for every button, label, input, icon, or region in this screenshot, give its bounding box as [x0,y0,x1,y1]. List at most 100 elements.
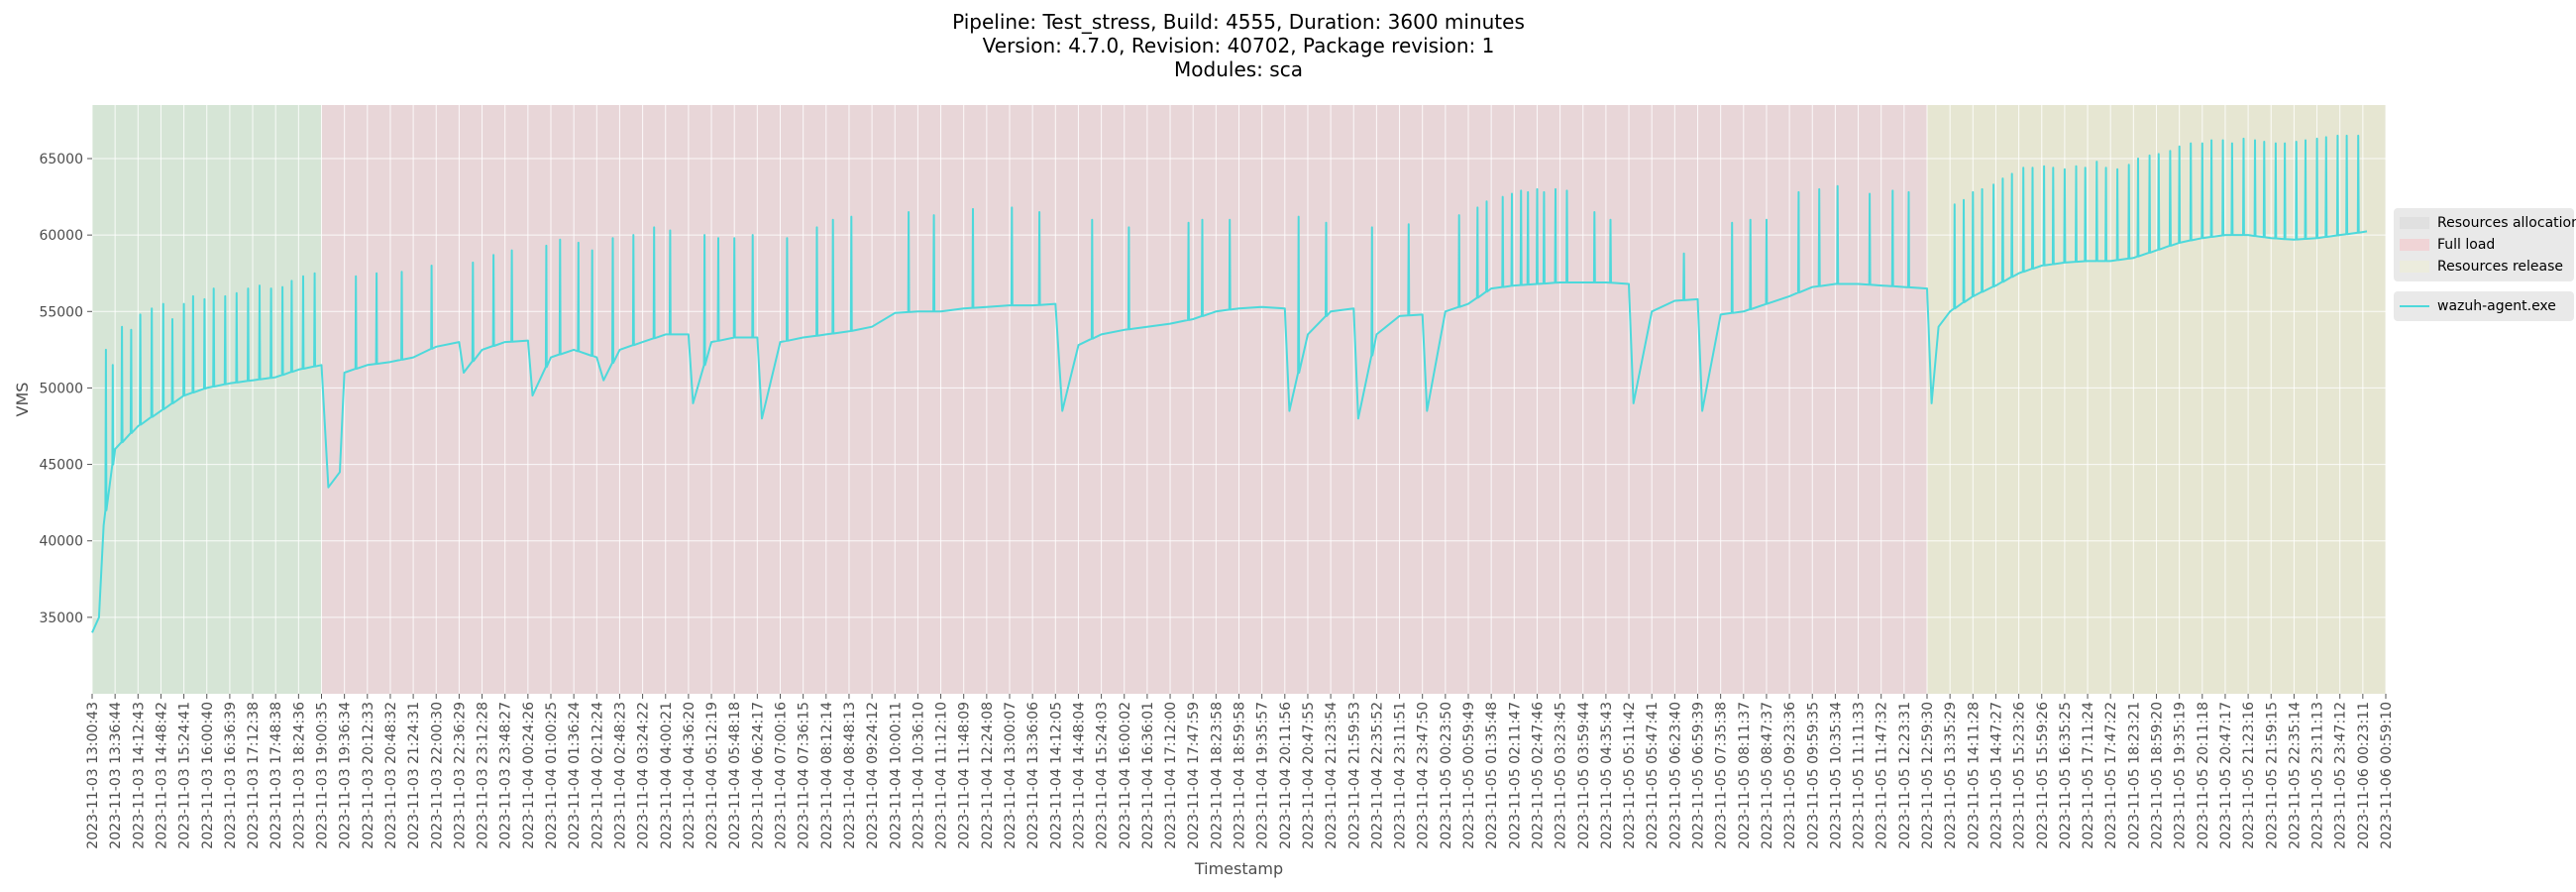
x-tick-label: 2023-11-04 08:12:14 [819,702,835,849]
x-tick-label: 2023-11-03 14:12:43 [131,702,147,849]
x-tick-label: 2023-11-03 16:36:39 [223,702,239,849]
x-tick-label: 2023-11-06 00:59:10 [2379,702,2395,849]
y-tick-label: 65000 [39,152,83,167]
x-tick-label: 2023-11-05 10:35:34 [1828,702,1844,849]
x-tick-label: 2023-11-03 18:24:36 [291,702,307,849]
legend-label-wazuh-agent: wazuh-agent.exe [2437,298,2556,314]
legend-swatch-resources-release [2400,261,2429,273]
x-tick-label: 2023-11-04 18:59:58 [1233,702,1248,849]
x-tick-label: 2023-11-03 19:36:34 [338,702,354,849]
x-tick-label: 2023-11-04 13:36:06 [1025,702,1041,849]
x-tick-label: 2023-11-04 10:36:10 [911,702,926,849]
x-tick-label: 2023-11-03 20:12:33 [361,702,376,849]
legend-line-wazuh-agent [2400,305,2429,307]
x-tick-label: 2023-11-05 06:23:40 [1667,702,1683,849]
y-tick-label: 50000 [39,381,83,396]
x-tick-label: 2023-11-05 09:23:36 [1782,702,1798,849]
x-tick-label: 2023-11-03 20:48:32 [383,702,399,849]
legend-label-resources-allocation: Resources allocation [2437,215,2576,231]
y-tick-label: 40000 [39,534,83,550]
legend-label-resources-release: Resources release [2437,259,2563,275]
x-tick-label: 2023-11-05 19:35:19 [2173,702,2189,849]
x-tick-label: 2023-11-04 11:12:10 [934,702,950,849]
y-tick-label: 60000 [39,228,83,244]
x-tick-label: 2023-11-04 03:24:22 [636,702,652,849]
x-tick-label: 2023-11-05 12:23:31 [1897,702,1913,849]
legend-label-full-load: Full load [2437,237,2496,253]
x-tick-label: 2023-11-06 00:23:11 [2356,702,2372,849]
x-tick-label: 2023-11-03 23:12:28 [476,702,491,849]
legend-swatch-full-load [2400,239,2429,251]
x-tick-label: 2023-11-05 09:59:35 [1805,702,1821,849]
x-tick-label: 2023-11-04 09:24:12 [865,702,881,849]
legend-entry-resources-release: Resources release [2400,256,2568,278]
y-tick-label: 35000 [39,611,83,626]
x-tick-label: 2023-11-04 22:35:52 [1369,702,1385,849]
x-tick-label: 2023-11-05 00:59:49 [1461,702,1477,849]
x-tick-label: 2023-11-04 05:12:19 [704,702,720,849]
x-tick-label: 2023-11-03 13:00:43 [85,702,101,849]
x-tick-label: 2023-11-03 17:48:38 [268,702,284,849]
x-tick-label: 2023-11-04 14:48:04 [1071,702,1087,849]
x-tick-label: 2023-11-03 15:24:41 [177,702,193,849]
legend-entry-wazuh-agent: wazuh-agent.exe [2400,295,2568,317]
x-tick-label: 2023-11-05 18:59:20 [2150,702,2166,849]
x-tick-label: 2023-11-03 17:12:38 [246,702,262,849]
x-tick-label: 2023-11-05 14:11:28 [1966,702,1982,849]
x-tick-label: 2023-11-04 06:24:17 [750,702,766,849]
x-tick-label: 2023-11-05 18:23:21 [2126,702,2142,849]
x-tick-label: 2023-11-05 20:47:17 [2218,702,2234,849]
x-tick-label: 2023-11-04 18:23:58 [1209,702,1225,849]
title-line-3: Modules: sca [1174,57,1303,81]
x-tick-label: 2023-11-05 02:11:47 [1507,702,1523,849]
x-tick-label: 2023-11-04 17:47:59 [1186,702,1202,849]
x-tick-label: 2023-11-04 02:12:24 [590,702,605,849]
x-tick-label: 2023-11-04 05:48:18 [727,702,743,849]
x-tick-label: 2023-11-04 07:00:16 [774,702,790,849]
x-axis-label: Timestamp [1194,859,1283,878]
x-tick-label: 2023-11-04 07:36:15 [797,702,812,849]
x-tick-label: 2023-11-05 08:47:37 [1760,702,1775,849]
x-tick-label: 2023-11-03 13:36:44 [108,702,124,849]
x-tick-label: 2023-11-04 15:24:03 [1095,702,1111,849]
x-tick-label: 2023-11-05 11:47:32 [1875,702,1890,849]
x-tick-label: 2023-11-05 04:35:43 [1599,702,1615,849]
x-tick-label: 2023-11-05 23:47:12 [2333,702,2349,849]
x-tick-label: 2023-11-05 05:11:42 [1622,702,1638,849]
x-tick-label: 2023-11-03 14:48:42 [154,702,169,849]
x-tick-label: 2023-11-03 19:00:35 [315,702,331,849]
title-line-1: Pipeline: Test_stress, Build: 4555, Dura… [952,10,1525,34]
x-tick-label: 2023-11-05 03:23:45 [1554,702,1569,849]
x-tick-label: 2023-11-05 00:23:50 [1439,702,1454,849]
x-tick-label: 2023-11-05 03:59:44 [1576,702,1592,849]
x-tick-label: 2023-11-03 22:36:29 [452,702,468,849]
x-tick-label: 2023-11-04 23:47:50 [1416,702,1432,849]
x-tick-label: 2023-11-05 01:35:48 [1484,702,1500,849]
phase-legend: Resources allocation Full load Resources… [2394,208,2576,281]
x-tick-label: 2023-11-04 20:47:55 [1301,702,1317,849]
x-tick-label: 2023-11-04 11:48:09 [957,702,973,849]
x-tick-label: 2023-11-05 02:47:46 [1530,702,1546,849]
x-tick-label: 2023-11-04 08:48:13 [842,702,858,849]
x-tick-label: 2023-11-04 23:11:51 [1393,702,1409,849]
x-tick-label: 2023-11-05 07:35:38 [1714,702,1730,849]
x-tick-label: 2023-11-05 15:23:26 [2012,702,2028,849]
x-tick-label: 2023-11-04 21:59:53 [1346,702,1362,849]
x-tick-label: 2023-11-04 04:00:21 [659,702,675,849]
x-tick-label: 2023-11-03 16:00:40 [200,702,216,849]
y-axis-label: VMS [13,383,32,417]
legend-entry-full-load: Full load [2400,234,2568,256]
legend: Resources allocation Full load Resources… [2394,208,2576,331]
x-tick-label: 2023-11-05 05:47:41 [1645,702,1661,849]
chart-title: Pipeline: Test_stress, Build: 4555, Dura… [0,10,2477,81]
x-tick-label: 2023-11-03 22:00:30 [429,702,445,849]
x-tick-label: 2023-11-04 01:36:24 [567,702,583,849]
x-tick-label: 2023-11-04 14:12:05 [1048,702,1064,849]
x-tick-label: 2023-11-05 16:35:25 [2058,702,2074,849]
x-tick-label: 2023-11-05 12:59:30 [1920,702,1936,849]
title-line-2: Version: 4.7.0, Revision: 40702, Package… [982,34,1495,57]
x-tick-label: 2023-11-04 10:00:11 [888,702,904,849]
x-tick-label: 2023-11-05 06:59:39 [1691,702,1707,849]
legend-swatch-resources-allocation [2400,217,2429,229]
